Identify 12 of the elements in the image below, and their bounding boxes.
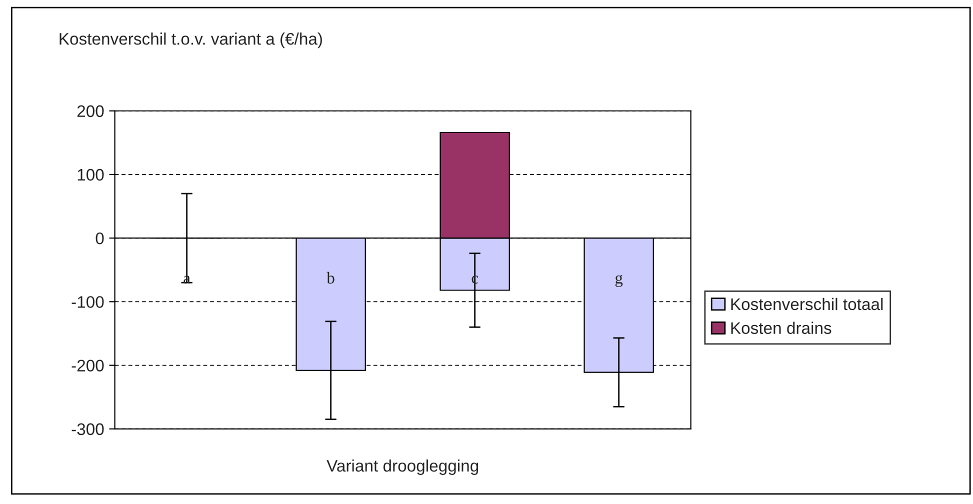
y-axis-title: Kostenverschil t.o.v. variant a (€/ha) (60, 32, 322, 48)
legend-label: Kosten drains (731, 322, 832, 334)
x-axis-title: Variant drooglegging (326, 459, 478, 475)
x-tick-label: g (615, 274, 623, 287)
y-tick-label: 0 (96, 232, 104, 244)
legend-label: Kostenverschil totaal (731, 298, 883, 310)
y-tick-label: -200 (72, 360, 104, 372)
y-tick-label: -100 (72, 296, 104, 308)
y-tick-label: -300 (72, 423, 104, 436)
x-tick-label: b (326, 272, 334, 284)
y-tick-label: 200 (77, 105, 104, 118)
y-tick-label: 100 (78, 168, 104, 181)
